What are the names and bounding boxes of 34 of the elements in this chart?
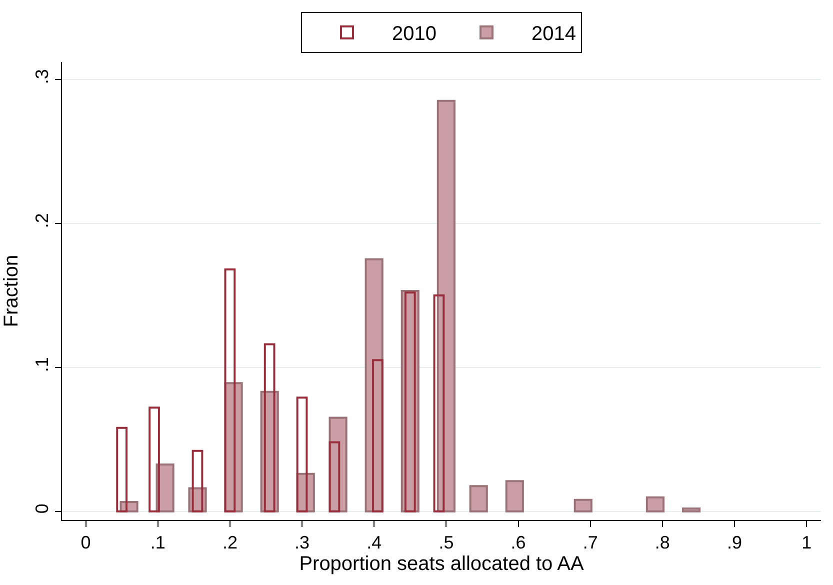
x-tick-label: .4 — [366, 532, 382, 553]
bar — [264, 343, 276, 512]
x-axis-title: Proportion seats allocated to AA — [299, 553, 584, 576]
bar — [574, 498, 592, 512]
x-tick-label: 0 — [80, 532, 91, 553]
bar — [682, 507, 701, 512]
bar — [328, 441, 340, 512]
bar — [296, 396, 308, 512]
x-tick-label: .8 — [654, 532, 670, 553]
x-tick-label: .1 — [150, 532, 166, 553]
y-tick-label: 0 — [32, 504, 52, 514]
y-tick-label: .2 — [32, 213, 52, 228]
x-tick-label: .9 — [726, 532, 742, 553]
x-tick-label: .2 — [222, 532, 238, 553]
x-tick-label: .5 — [438, 532, 454, 553]
legend-label: 2014 — [532, 23, 576, 46]
legend-label: 2010 — [392, 23, 436, 46]
bar — [148, 406, 160, 512]
bar — [224, 268, 236, 512]
bar — [372, 359, 384, 512]
y-tick-label: .3 — [32, 69, 52, 84]
bar — [469, 485, 488, 512]
bar — [433, 294, 445, 512]
bar — [436, 100, 456, 512]
bar — [192, 450, 204, 512]
x-tick-label: .7 — [582, 532, 598, 553]
y-axis-title: Fraction — [0, 254, 22, 328]
bar — [646, 496, 665, 512]
x-tick-label: 1 — [802, 532, 812, 553]
x-tick-label: .3 — [294, 532, 310, 553]
bar — [116, 426, 128, 512]
bar — [505, 480, 524, 512]
y-tick-label: .1 — [32, 357, 52, 372]
x-tick-label: .6 — [510, 532, 526, 553]
